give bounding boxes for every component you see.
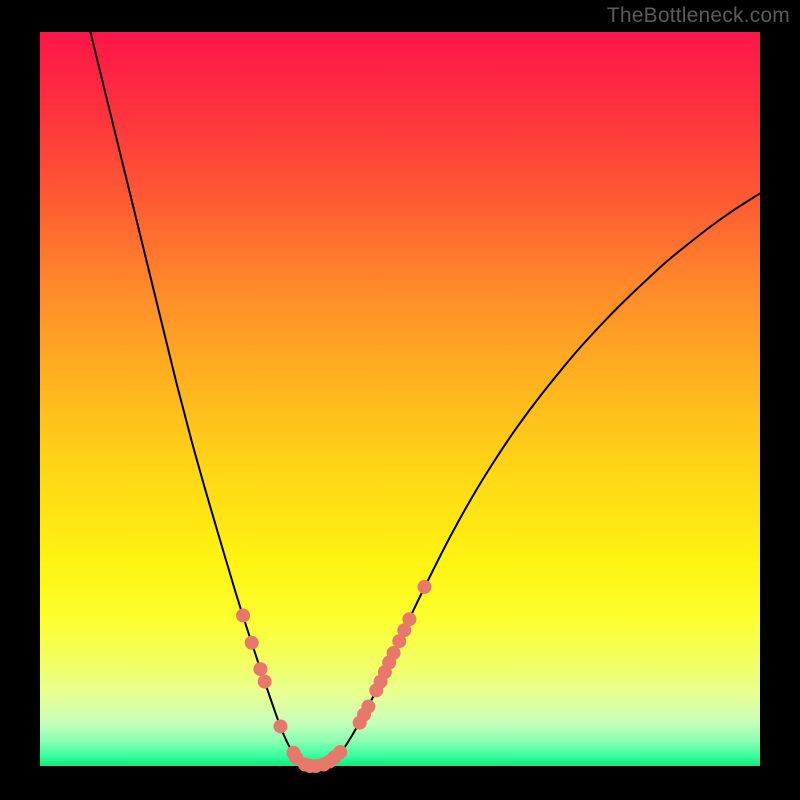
data-marker bbox=[236, 609, 250, 623]
data-marker bbox=[258, 675, 272, 689]
gradient-background bbox=[40, 32, 760, 766]
data-marker bbox=[333, 745, 347, 759]
watermark-text: TheBottleneck.com bbox=[607, 4, 790, 28]
data-marker bbox=[245, 636, 259, 650]
bottleneck-chart bbox=[0, 0, 800, 800]
data-marker bbox=[402, 612, 416, 626]
data-marker bbox=[417, 580, 431, 594]
data-marker bbox=[273, 719, 287, 733]
data-marker bbox=[361, 700, 375, 714]
data-marker bbox=[253, 662, 267, 676]
